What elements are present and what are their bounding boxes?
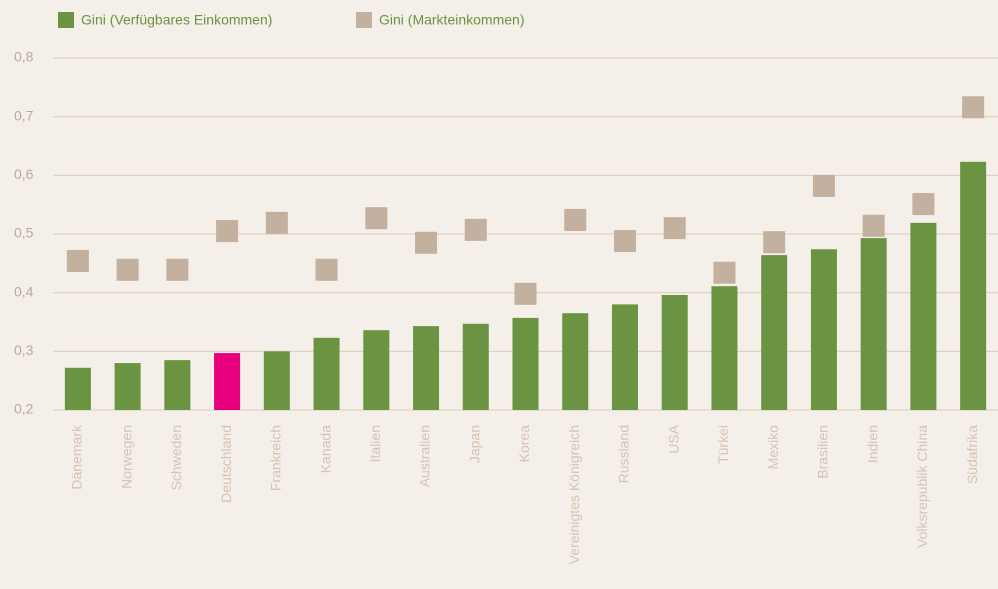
x-tick-label: Russland (616, 425, 632, 483)
x-tick-label: Australien (417, 425, 433, 487)
marker (812, 174, 835, 197)
bar (910, 222, 937, 410)
x-tick-label: Korea (516, 425, 532, 463)
marker (365, 207, 388, 230)
x-tick-label: Türkei (715, 425, 731, 464)
x-tick-label: Volksrepublik China (914, 425, 930, 548)
legend-label: Gini (Verfügbares Einkommen) (81, 12, 272, 28)
bar (462, 323, 489, 410)
x-tick-label: Kanada (317, 425, 333, 473)
x-tick-label: Schweden (168, 425, 184, 490)
x-tick-label: Norwegen (118, 425, 134, 489)
marker (663, 217, 686, 240)
marker (66, 249, 89, 272)
legend-swatch (356, 12, 372, 28)
x-tick-label: Japan (466, 425, 482, 463)
bar (413, 326, 440, 410)
y-tick-label: 0,8 (14, 49, 34, 65)
bar (562, 313, 589, 410)
bar (313, 337, 340, 410)
marker (912, 193, 935, 216)
x-tick-label: Mexiko (765, 425, 781, 470)
marker (962, 96, 985, 119)
bar (263, 351, 290, 410)
y-tick-label: 0,5 (14, 225, 34, 241)
legend-label: Gini (Markteinkommen) (379, 12, 524, 28)
bar (661, 295, 688, 410)
x-tick-label: Deutschland (218, 425, 234, 503)
x-tick-label: Italien (367, 425, 383, 462)
bar (860, 238, 887, 410)
marker (763, 231, 786, 254)
y-tick-label: 0,4 (14, 283, 34, 299)
marker (315, 258, 338, 281)
marker (464, 218, 487, 241)
bar (960, 161, 987, 410)
bar (761, 255, 788, 410)
x-tick-label: Vereinigtes Königreich (566, 425, 582, 564)
x-tick-label: Dänemark (69, 424, 85, 490)
bar (711, 286, 738, 410)
x-tick-label: Indien (864, 425, 880, 463)
marker (613, 230, 636, 253)
bar (611, 304, 638, 410)
x-tick-label: Frankreich (268, 425, 284, 491)
bar (114, 363, 141, 410)
marker (166, 258, 189, 281)
x-tick-label: USA (665, 424, 681, 453)
bar (810, 249, 837, 410)
marker (216, 220, 239, 243)
bar (214, 353, 241, 410)
x-tick-label: Südafrika (964, 425, 980, 484)
marker (514, 282, 537, 305)
y-tick-label: 0,2 (14, 401, 34, 417)
marker (564, 208, 587, 231)
marker (415, 231, 438, 254)
y-tick-label: 0,3 (14, 342, 34, 358)
bar (363, 330, 390, 410)
x-tick-label: Brasilien (815, 425, 831, 479)
marker (116, 258, 139, 281)
marker (862, 214, 885, 237)
bar (512, 317, 539, 410)
marker (713, 261, 736, 284)
marker (265, 211, 288, 234)
legend-swatch (58, 12, 74, 28)
bar (164, 360, 191, 410)
bar (64, 367, 91, 410)
y-tick-label: 0,6 (14, 166, 34, 182)
y-tick-label: 0,7 (14, 107, 34, 123)
